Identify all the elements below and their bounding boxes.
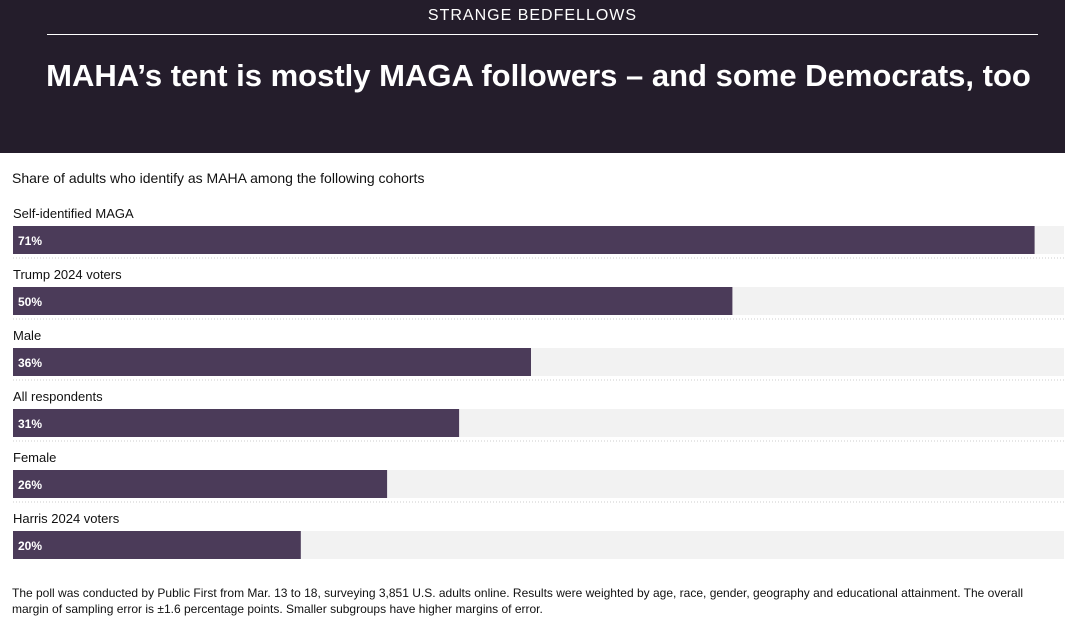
bar-value-label: 50% — [18, 295, 42, 309]
category-label: Trump 2024 voters — [13, 267, 122, 282]
bar-value-label: 26% — [18, 478, 42, 492]
category-label: Female — [13, 450, 56, 465]
chart-subtitle: Share of adults who identify as MAHA amo… — [12, 170, 425, 186]
bar — [13, 470, 388, 498]
header-banner: STRANGE BEDFELLOWS MAHA’s tent is mostly… — [0, 0, 1065, 153]
kicker: STRANGE BEDFELLOWS — [427, 7, 638, 24]
category-label: Harris 2024 voters — [13, 511, 120, 526]
category-label: Male — [13, 328, 41, 343]
category-label: Self-identified MAGA — [13, 206, 134, 221]
bar — [13, 409, 460, 437]
chart-title: MAHA’s tent is mostly MAGA followers – a… — [46, 58, 1031, 93]
header-divider — [47, 34, 1038, 35]
bar — [13, 287, 733, 315]
bar-value-label: 20% — [18, 539, 42, 553]
category-label: All respondents — [13, 389, 103, 404]
bar — [13, 348, 531, 376]
footnote: The poll was conducted by Public First f… — [12, 586, 1024, 616]
bar — [13, 531, 301, 559]
bar-chart: Self-identified MAGA 71% Trump 2024 voters… — [13, 206, 1064, 559]
bar-value-label: 71% — [18, 234, 42, 248]
bar — [13, 226, 1035, 254]
bar-value-label: 36% — [18, 356, 42, 370]
bar-value-label: 31% — [18, 417, 42, 431]
